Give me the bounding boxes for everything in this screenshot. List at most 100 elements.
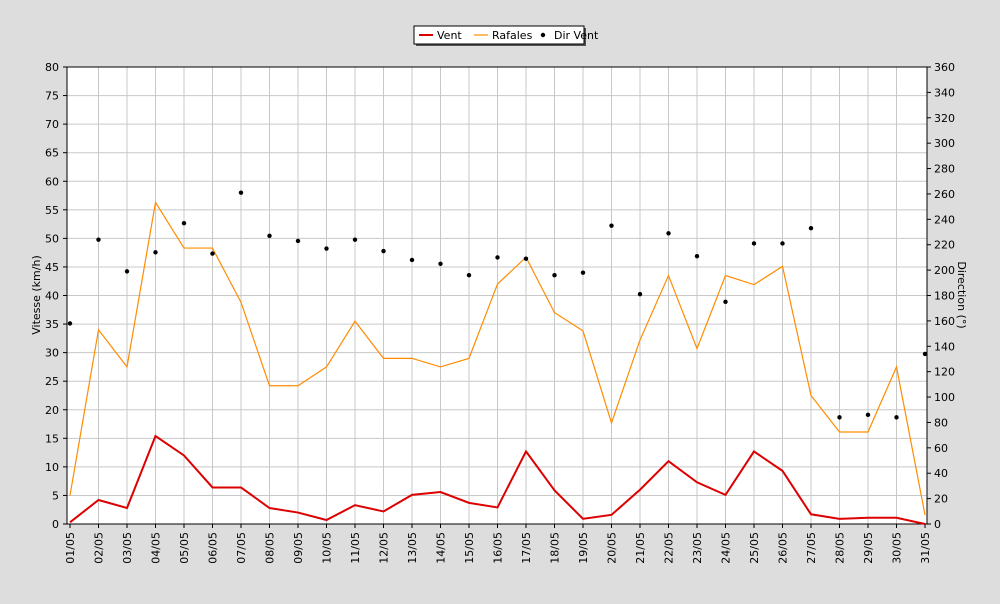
y2-tick-label: 40 [934,467,948,480]
x-tick-label: 01/05 [64,532,77,564]
y-tick-label: 40 [45,290,59,303]
dir-vent-point [324,246,329,251]
y2-tick-label: 220 [934,239,955,252]
x-tick-label: 31/05 [919,532,932,564]
y2-tick-label: 320 [934,112,955,125]
dir-vent-point [552,272,557,278]
x-tick-label: 26/05 [777,532,790,564]
y2-tick-label: 100 [934,391,955,404]
dir-vent-point [523,256,529,261]
y-tick-label: 75 [45,90,59,103]
y2-tick-label: 240 [934,213,955,226]
y-tick-label: 30 [45,347,59,360]
y2-tick-label: 0 [934,518,941,531]
x-tick-label: 22/05 [663,532,676,564]
x-tick-label: 12/05 [378,532,391,564]
dir-vent-point [238,190,244,195]
x-tick-label: 05/05 [178,532,191,564]
dir-vent-point [466,272,472,278]
x-tick-label: 10/05 [321,532,334,564]
series [67,190,928,525]
x-tick-label: 27/05 [805,532,818,564]
y-tick-label: 25 [45,375,59,388]
x-tick-label: 11/05 [349,532,362,564]
y-tick-label: 80 [45,61,59,74]
dir-vent-point [153,250,158,255]
y-tick-label: 45 [45,261,59,274]
legend-swatch [540,32,546,38]
x-tick-label: 23/05 [691,532,704,564]
y-tick-label: 50 [45,232,59,245]
y-tick-label: 10 [45,461,59,474]
dir-vent-point [723,299,728,305]
dir-vent-point [751,241,757,246]
dir-vent-point [609,223,614,228]
x-tick-label: 06/05 [207,532,220,564]
y-tick-label: 5 [52,489,59,502]
y2-tick-label: 80 [934,416,948,429]
dir-vent-point [637,292,643,297]
dir-vent-point [124,269,130,274]
y-tick-label: 55 [45,204,59,217]
dir-vent-point [295,238,301,244]
dir-vent-point [922,351,928,357]
x-tick-label: 20/05 [606,532,619,564]
y-tick-label: 35 [45,318,59,331]
y-tick-label: 60 [45,175,59,188]
y-tick-label: 65 [45,147,59,160]
x-tick-label: 28/05 [834,532,847,564]
x-tick-label: 24/05 [720,532,733,564]
y-axis-label: Vitesse (km/h) [30,255,43,335]
dir-vent-point [894,415,899,420]
plot-frame [66,66,928,525]
y-tick-label: 15 [45,432,59,445]
y2-tick-label: 160 [934,315,955,328]
y2-tick-label: 20 [934,493,948,506]
y-tick-label: 0 [52,518,59,531]
x-tick-label: 18/05 [549,532,562,564]
x-tick-label: 17/05 [520,532,533,564]
y2-tick-label: 260 [934,188,955,201]
dir-vent-point [181,220,187,226]
dir-vent-point [808,226,814,231]
dir-vent-point [438,261,443,266]
x-tick-label: 15/05 [463,532,476,564]
y2-tick-label: 180 [934,290,955,303]
y2-tick-label: 300 [934,137,955,150]
x-tick-label: 09/05 [292,532,305,564]
dir-vent-point [694,253,700,259]
dir-vent-point [267,233,272,239]
y2-tick-label: 280 [934,163,955,176]
x-tick-label: 03/05 [121,532,134,564]
x-tick-label: 21/05 [634,532,647,564]
dir-vent-point [352,237,358,242]
x-tick-label: 02/05 [93,532,106,564]
y-tick-label: 70 [45,118,59,131]
legend-label: Rafales [492,29,533,42]
x-tick-label: 16/05 [492,532,505,564]
x-tick-label: 08/05 [264,532,277,564]
dir-vent-point [865,412,871,418]
y2-tick-label: 60 [934,442,948,455]
y2-tick-label: 340 [934,86,955,99]
legend-box [413,25,585,45]
dir-vent-point [580,270,586,275]
x-tick-label: 25/05 [748,532,761,564]
x-tick-label: 04/05 [150,532,163,564]
y2-tick-label: 120 [934,366,955,379]
dir-vent-point [381,248,386,254]
y2-tick-label: 140 [934,340,955,353]
dir-vent-point [67,321,73,326]
dir-vent-point [210,251,215,256]
x-tick-label: 19/05 [577,532,590,564]
x-tick-label: 13/05 [406,532,419,564]
series-line-vent [69,434,926,525]
dir-vent-point [96,237,101,242]
x-tick-label: 07/05 [235,532,248,564]
dir-vent-point [409,257,415,263]
x-tick-label: 29/05 [862,532,875,564]
x-tick-label: 14/05 [435,532,448,564]
legend: Vent Rafales Dir Vent [413,25,599,46]
